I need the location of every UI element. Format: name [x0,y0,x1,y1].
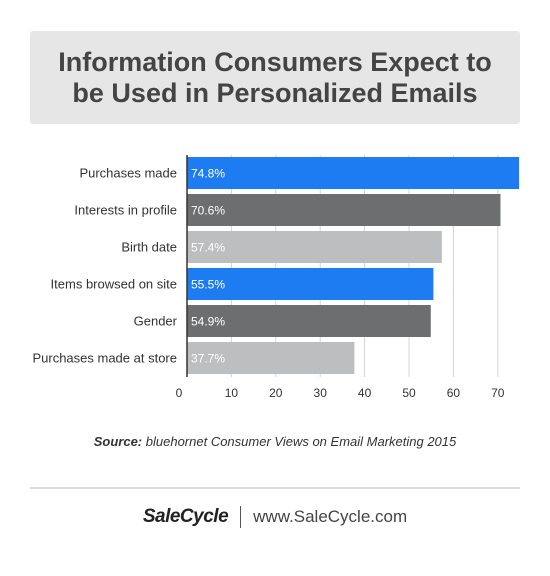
source-note: Source: bluehornet Consumer Views on Ema… [0,434,550,449]
x-tick-label-30: 30 [314,386,328,400]
category-label-5: Purchases made at store [32,351,177,366]
website-link[interactable]: www.SaleCycle.com [253,507,408,526]
divider [30,487,520,489]
x-tick-label-10: 10 [225,386,239,400]
value-label-0: 74.8% [191,167,225,181]
value-label-3: 55.5% [191,278,225,292]
brand-logo: SaleCycle [142,506,229,527]
bar-3 [187,268,434,300]
bar-5 [187,342,355,374]
bar-2 [187,231,442,263]
x-tick-label-40: 40 [358,386,372,400]
x-tick-label-60: 60 [447,386,461,400]
footer-separator [240,506,242,528]
x-tick-label-70: 70 [491,386,505,400]
category-label-3: Items browsed on site [51,277,177,292]
title-banner: Information Consumers Expect to be Used … [30,31,520,124]
value-label-1: 70.6% [191,204,225,218]
source-text: bluehornet Consumer Views on Email Marke… [145,434,457,449]
category-label-4: Gender [134,314,178,329]
bar-1 [187,194,501,226]
value-label-2: 57.4% [191,241,225,255]
value-label-4: 54.9% [191,315,225,329]
value-label-5: 37.7% [191,352,225,366]
x-tick-label-0: 0 [176,386,183,400]
category-label-0: Purchases made [79,166,177,181]
bar-0 [187,157,520,189]
category-label-2: Birth date [121,240,177,255]
source-label: Source: [93,434,143,449]
category-label-1: Interests in profile [74,203,177,218]
bar-chart: 74.8% Purchases made 70.6% Interests in pro… [32,155,520,400]
x-tick-label-20: 20 [269,386,283,400]
chart-title: Information Consumers Expect to be Used … [58,46,492,108]
footer: SaleCycle www.SaleCycle.com [0,502,550,532]
bar-4 [187,305,431,337]
x-tick-label-50: 50 [402,386,416,400]
